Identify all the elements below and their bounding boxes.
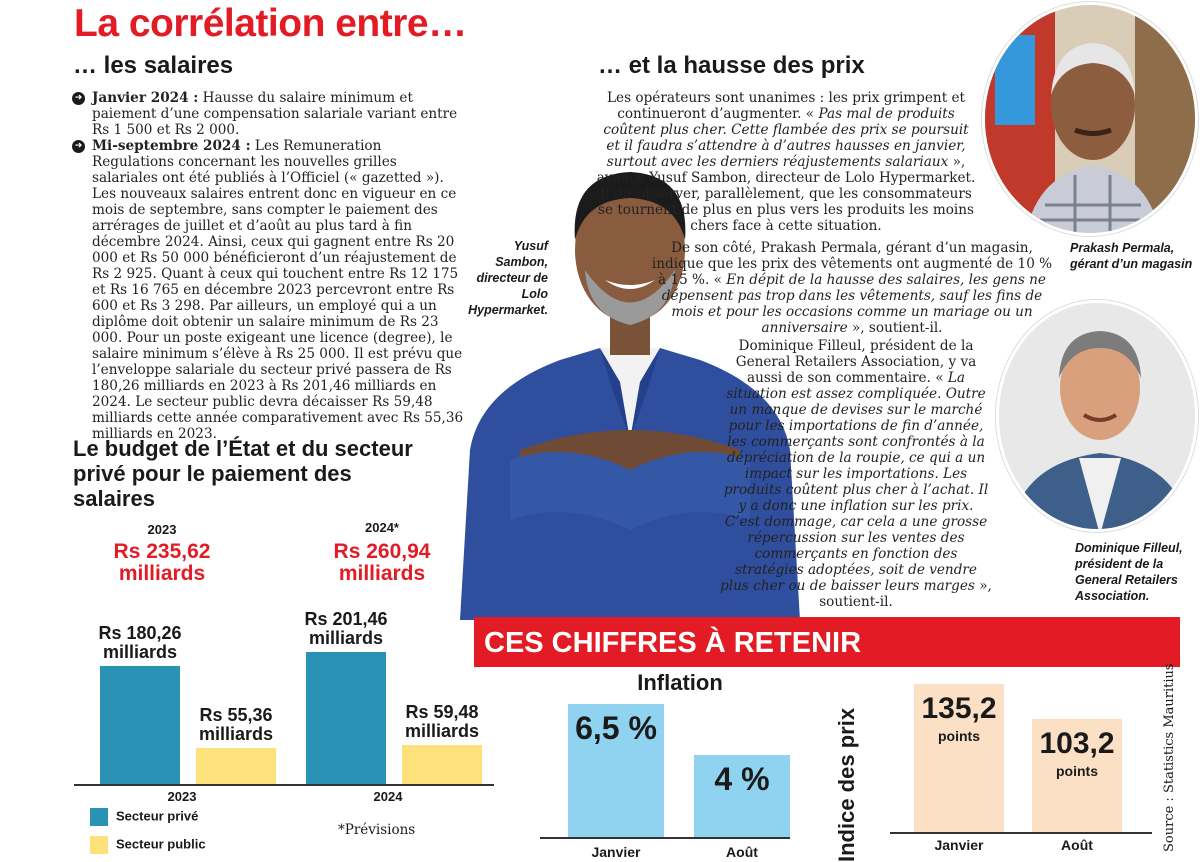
hausse-paragraph-2: De son côté, Prakash Permala, gérant d’u… — [648, 240, 1056, 336]
bar-public-2024 — [402, 745, 482, 784]
p1-text: Les opérateurs sont unanimes : les prix … — [607, 90, 965, 122]
budget-chart: Rs 180,26 milliards Rs 55,36 milliards R… — [74, 600, 494, 810]
inflation-chart: 6,5 % 4 % Janvier Août — [540, 700, 790, 862]
prakash-permala-photo — [982, 2, 1198, 236]
indice-value-janvier: 135,2 — [921, 692, 997, 725]
item-text: Hausse du salaire minimum et paiement d’… — [92, 90, 458, 138]
bar-private-2024 — [306, 652, 386, 784]
bar-label-public-2023: Rs 55,36 milliards — [198, 704, 274, 744]
inflation-bar-aout — [694, 755, 790, 837]
inflation-bar-janvier — [568, 704, 664, 837]
arrow-bullet-icon: ➜ — [72, 140, 85, 153]
list-item: ➜ Janvier 2024 : Hausse du salaire minim… — [72, 90, 465, 138]
chart-legend: Secteur privé Secteur public — [90, 808, 206, 862]
hausse-heading: … et la hausse des prix — [598, 52, 865, 79]
forecast-note: *Prévisions — [338, 822, 416, 838]
p1-quote: Pas mal de produits coûtent plus cher. C… — [603, 106, 969, 170]
bar-public-2023 — [196, 747, 276, 784]
p3-quote: La situation est assez compliquée. Outre… — [720, 370, 989, 594]
p1-text-end: », avance Yusuf Sambon, directeur de Lol… — [596, 154, 976, 234]
total-year-2023: 2023 — [147, 522, 177, 537]
indice-chart: 135,2 103,2 points points Janvier Août — [890, 680, 1152, 862]
total-year-2024: 2024* — [365, 520, 399, 535]
p2-text: De son côté, Prakash Permala, gérant d’u… — [651, 240, 1053, 288]
indice-ylabel: Indice des prix — [834, 707, 859, 862]
inflation-x-axis — [540, 837, 790, 839]
p3-text-end: », soutient-il. — [819, 578, 992, 610]
p3-text: Dominique Filleul, président de la Gener… — [735, 338, 977, 386]
indice-bar-janvier — [914, 684, 1004, 832]
indice-value-aout: 103,2 — [1039, 727, 1115, 761]
legend-label: Secteur privé — [116, 808, 199, 824]
legend-swatch — [90, 836, 108, 854]
total-value-2024: Rs 260,94 milliards — [333, 540, 431, 585]
indice-unit-aout: points — [1056, 763, 1098, 780]
bar-label-private-2023: Rs 180,26 milliards — [98, 623, 182, 662]
p2-text-end: », soutient-il. — [847, 320, 943, 336]
legend-label: Secteur public — [116, 836, 206, 852]
p2-quote: En dépit de la hausse des salaires, les … — [661, 272, 1046, 336]
legend-item-private: Secteur privé — [90, 808, 206, 826]
budget-heading: Le budget de l’État et du secteur privé … — [73, 436, 413, 511]
salaires-list: ➜ Janvier 2024 : Hausse du salaire minim… — [72, 90, 465, 442]
list-item: ➜ Mi-septembre 2024 : Les Remuneration R… — [72, 138, 465, 442]
legend-swatch — [90, 808, 108, 826]
total-value-2023: Rs 235,62 milliards — [113, 540, 211, 585]
ces-chiffres-banner: CES CHIFFRES À RETENIR — [474, 617, 1180, 667]
item-text: Les Remuneration Regulations concernant … — [92, 138, 464, 442]
bar-label-public-2024: Rs 59,48 milliards — [404, 702, 480, 742]
inflation-tick-aout: Août — [726, 844, 758, 860]
inflation-value-janvier: 6,5 % — [575, 710, 657, 746]
x-tick-2024: 2024 — [373, 789, 403, 804]
indice-x-axis — [890, 832, 1152, 834]
x-tick-2023: 2023 — [167, 789, 197, 804]
dominique-caption: Dominique Filleul, président de la Gener… — [1075, 541, 1183, 603]
indice-unit-janvier: points — [938, 728, 980, 744]
x-axis — [74, 784, 494, 786]
source-note: Source : Statistics Mauritius — [1162, 663, 1177, 852]
legend-item-public: Secteur public — [90, 836, 206, 854]
arrow-bullet-icon: ➜ — [72, 92, 85, 105]
yusuf-sambon-photo — [460, 172, 800, 620]
bar-private-2023 — [100, 666, 180, 784]
item-label: Janvier 2024 : — [92, 90, 199, 106]
indice-tick-aout: Août — [1061, 837, 1093, 853]
yusuf-caption: Yusuf Sambon, directeur de Lolo Hypermar… — [468, 239, 548, 317]
inflation-title: Inflation — [637, 670, 723, 695]
item-label: Mi-septembre 2024 : — [92, 138, 251, 154]
inflation-tick-janvier: Janvier — [591, 844, 641, 860]
page-title: La corrélation entre… — [74, 2, 467, 45]
dominique-filleul-photo — [996, 300, 1198, 532]
inflation-value-aout: 4 % — [714, 761, 770, 798]
hausse-paragraph-3: Dominique Filleul, président de la Gener… — [720, 338, 992, 610]
salaires-heading: … les salaires — [73, 52, 234, 79]
bar-label-private-2024: Rs 201,46 milliards — [304, 609, 388, 649]
prakash-caption: Prakash Permala, gérant d’un magasin — [1070, 241, 1193, 271]
indice-bar-aout — [1032, 719, 1122, 832]
indice-tick-janvier: Janvier — [934, 837, 984, 853]
hausse-paragraph-1: Les opérateurs sont unanimes : les prix … — [596, 90, 976, 234]
